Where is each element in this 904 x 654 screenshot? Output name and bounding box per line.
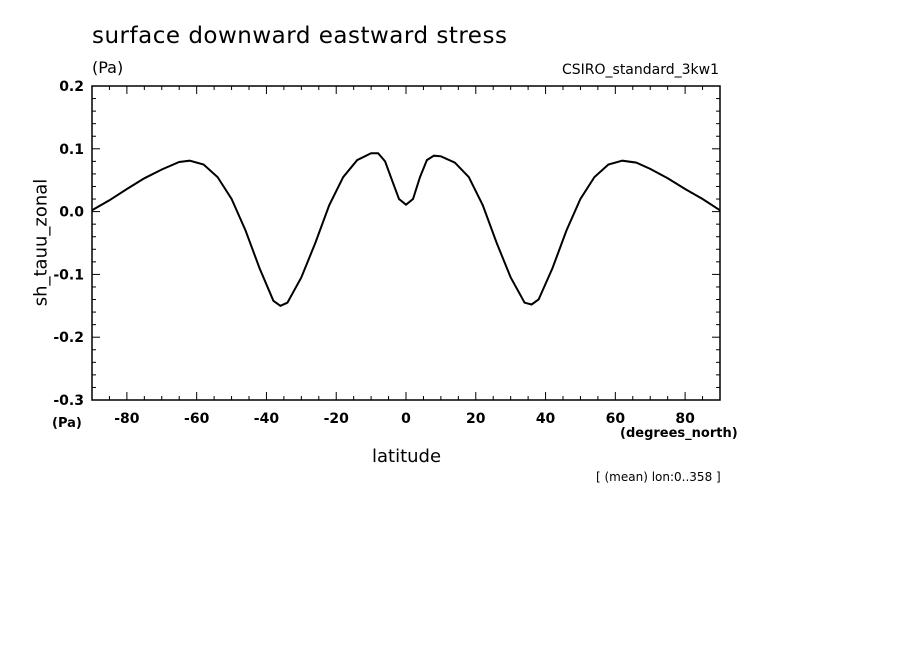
y-tick-label: -0.1: [53, 267, 84, 283]
data-series-line: [91, 152, 721, 307]
y-tick-label: -0.2: [53, 330, 84, 346]
y-tick-label: 0.2: [59, 79, 84, 95]
x-tick-label: 0: [401, 411, 411, 427]
plot-frame: [91, 85, 721, 401]
x-axis-units: (degrees_north): [620, 426, 738, 441]
y-axis-units: (Pa): [52, 416, 82, 431]
title-units: (Pa): [92, 58, 124, 77]
y-tick-label: 0.0: [59, 205, 84, 221]
footnote: [ (mean) lon:0..358 ]: [596, 470, 721, 484]
x-tick-label: -60: [184, 411, 210, 427]
axis-ticks: [92, 85, 720, 401]
x-tick-label: 80: [675, 411, 695, 427]
x-tick-label: -40: [254, 411, 280, 427]
axis-tick-labels: -80 -60 -40 -20 0 20 40 60 80 -0.3 -0.2 -0.1 0.0 0.1 0…: [53, 79, 695, 427]
x-axis-label: latitude: [372, 446, 442, 467]
x-tick-label: 40: [536, 411, 556, 427]
model-label: CSIRO_standard_3kw1: [561, 62, 719, 78]
chart-title: surface downward eastward stress: [92, 23, 508, 49]
y-tick-label: -0.3: [53, 393, 84, 409]
x-tick-label: -80: [114, 411, 140, 427]
x-tick-label: -20: [324, 411, 350, 427]
x-tick-label: 60: [606, 411, 626, 427]
y-tick-label: 0.1: [59, 142, 84, 158]
x-tick-label: 20: [466, 411, 486, 427]
